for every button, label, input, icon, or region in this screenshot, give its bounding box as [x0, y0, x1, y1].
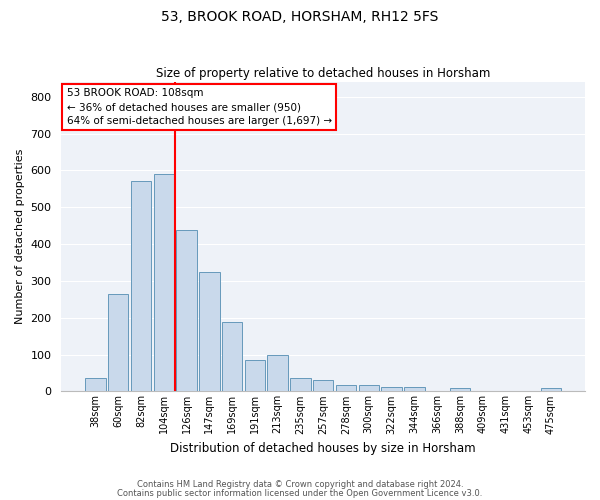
Text: Contains HM Land Registry data © Crown copyright and database right 2024.: Contains HM Land Registry data © Crown c… — [137, 480, 463, 489]
Text: Contains public sector information licensed under the Open Government Licence v3: Contains public sector information licen… — [118, 489, 482, 498]
Y-axis label: Number of detached properties: Number of detached properties — [15, 149, 25, 324]
Bar — [176, 230, 197, 392]
Bar — [85, 378, 106, 392]
Bar — [268, 354, 288, 392]
Bar — [290, 378, 311, 392]
Bar — [541, 388, 561, 392]
Text: 53 BROOK ROAD: 108sqm
← 36% of detached houses are smaller (950)
64% of semi-det: 53 BROOK ROAD: 108sqm ← 36% of detached … — [67, 88, 332, 126]
Bar — [199, 272, 220, 392]
Bar — [449, 388, 470, 392]
Bar — [313, 380, 334, 392]
Text: 53, BROOK ROAD, HORSHAM, RH12 5FS: 53, BROOK ROAD, HORSHAM, RH12 5FS — [161, 10, 439, 24]
X-axis label: Distribution of detached houses by size in Horsham: Distribution of detached houses by size … — [170, 442, 476, 455]
Bar — [336, 385, 356, 392]
Bar — [381, 387, 402, 392]
Bar — [108, 294, 128, 392]
Bar — [222, 322, 242, 392]
Bar — [154, 174, 174, 392]
Bar — [404, 388, 425, 392]
Bar — [131, 182, 151, 392]
Bar — [359, 385, 379, 392]
Title: Size of property relative to detached houses in Horsham: Size of property relative to detached ho… — [156, 66, 490, 80]
Bar — [245, 360, 265, 392]
